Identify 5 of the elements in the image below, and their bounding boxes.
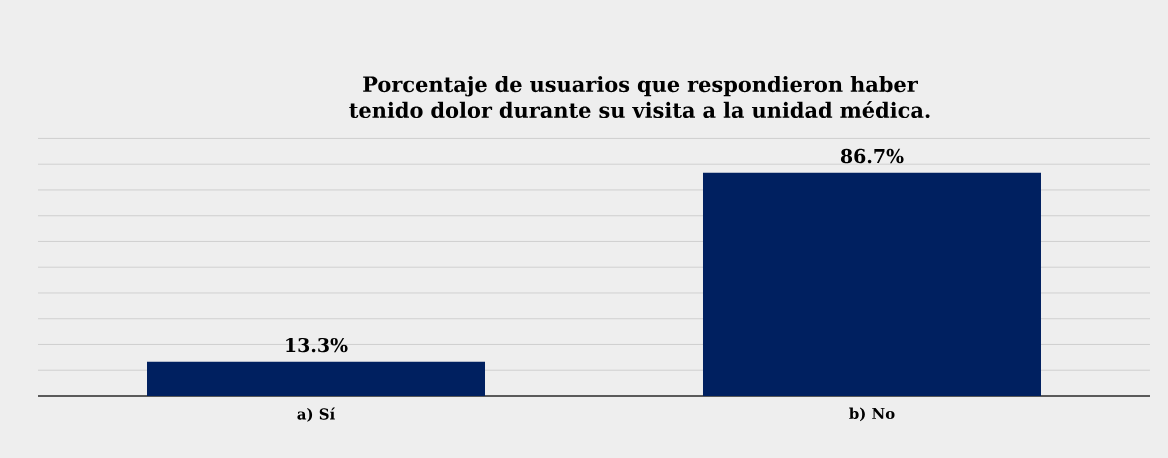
x-tick-label: a) Sí: [297, 407, 336, 422]
data-label: 86.7%: [840, 148, 904, 164]
chart-title: Porcentaje de usuarios que respondieron haber tenido dolor durante su visita a la unidad médica.: [349, 75, 930, 119]
x-tick-label: b) No: [849, 407, 895, 422]
data-label: 13.3%: [286, 337, 348, 353]
